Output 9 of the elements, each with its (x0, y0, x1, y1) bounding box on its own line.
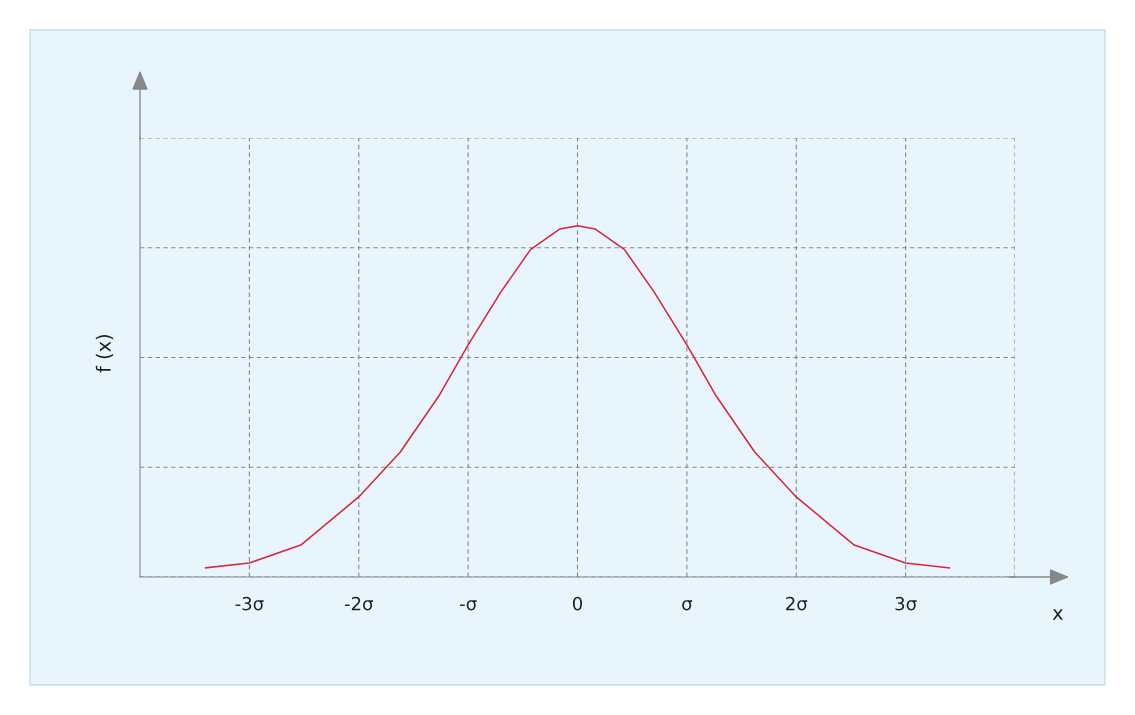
x-axis-title: x (1052, 609, 1063, 620)
x-tick-label: -2σ (344, 596, 373, 611)
y-axis-title: f (x) (95, 334, 114, 373)
x-tick-label: 3σ (895, 596, 917, 611)
x-tick-label: -σ (460, 600, 477, 611)
x-tick-label: 2σ (786, 596, 808, 611)
x-tick-label: -3σ (235, 596, 264, 611)
x-tick-label: σ (682, 600, 693, 611)
x-tick-label: 0 (572, 596, 583, 611)
